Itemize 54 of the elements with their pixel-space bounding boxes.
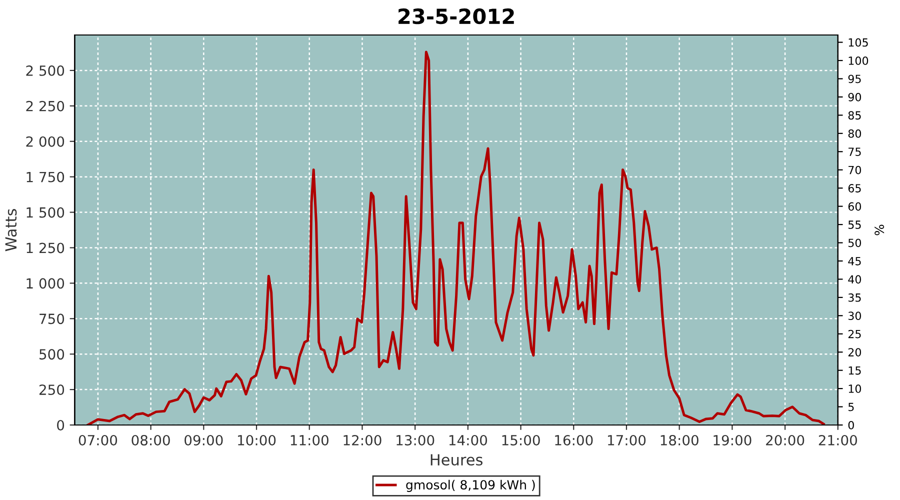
x-tick-label: 10:00 xyxy=(238,434,276,446)
y2-tick-label: 20 xyxy=(848,348,862,356)
y2-tick-label: 40 xyxy=(848,275,862,284)
y2-tick-label: 75 xyxy=(848,148,861,156)
y2-tick-label: 85 xyxy=(848,111,861,120)
x-axis-title: Heures xyxy=(430,454,482,466)
y-tick-label: 1 000 xyxy=(26,278,64,289)
x-tick-label: 13:00 xyxy=(396,434,434,446)
x-tick-label: 12:00 xyxy=(344,434,382,446)
y2-tick-label: 100 xyxy=(848,56,868,65)
x-tick-label: 14:00 xyxy=(449,434,488,446)
x-tick-label: 21:00 xyxy=(818,434,857,446)
x-tick-label: 20:00 xyxy=(766,434,804,446)
y2-tick-label: 15 xyxy=(848,366,861,375)
x-tick-label: 16:00 xyxy=(555,434,593,446)
y-tick-label: 1 500 xyxy=(26,207,64,218)
x-tick-label: 15:00 xyxy=(502,434,540,446)
x-tick-label: 19:00 xyxy=(714,434,752,446)
y2-tick-label: 65 xyxy=(848,184,861,192)
y-tick-label: 500 xyxy=(40,349,64,360)
line-series xyxy=(86,50,825,425)
x-tick-label: 07:00 xyxy=(78,434,118,446)
y2-axis-title: % xyxy=(874,224,884,236)
legend-label: gmosol( 8,109 kWh ) xyxy=(406,480,535,492)
x-tick-label: 09:00 xyxy=(184,434,223,446)
y-axis-title: Watts xyxy=(5,209,17,252)
y2-tick-label: 35 xyxy=(848,293,861,302)
x-tick-label: 18:00 xyxy=(660,434,698,446)
y2-tick-label: 30 xyxy=(848,312,862,320)
y2-tick-label: 90 xyxy=(848,92,862,102)
y2-tick-label: 25 xyxy=(848,330,861,338)
y2-tick-label: 95 xyxy=(848,74,861,84)
y-tick-label: 0 xyxy=(57,420,64,430)
y2-tick-label: 70 xyxy=(848,166,862,174)
y2-tick-label: 60 xyxy=(848,202,862,211)
y2-tick-label: 45 xyxy=(848,257,861,266)
x-tick-label: 11:00 xyxy=(290,434,328,446)
y-tick-label: 750 xyxy=(40,314,64,324)
y-tick-label: 2 000 xyxy=(26,136,64,147)
y-tick-label: 250 xyxy=(39,384,64,396)
y-tick-label: 2 250 xyxy=(26,100,64,112)
chart-title: 23-5-2012 xyxy=(398,8,514,24)
y2-tick-label: 105 xyxy=(848,38,868,47)
x-tick-label: 17:00 xyxy=(608,434,646,446)
x-tick-label: 08:00 xyxy=(132,434,170,446)
y2-tick-label: 50 xyxy=(848,238,862,248)
y-tick-label: 1 750 xyxy=(26,172,64,182)
y2-tick-label: 55 xyxy=(848,220,861,229)
y-tick-label: 1 250 xyxy=(26,242,64,254)
y2-tick-label: 80 xyxy=(848,129,862,138)
y2-tick-label: 5 xyxy=(848,402,854,412)
y2-tick-label: 10 xyxy=(848,384,862,393)
y-tick-label: 2 500 xyxy=(26,65,64,76)
y2-tick-label: 0 xyxy=(848,420,854,430)
